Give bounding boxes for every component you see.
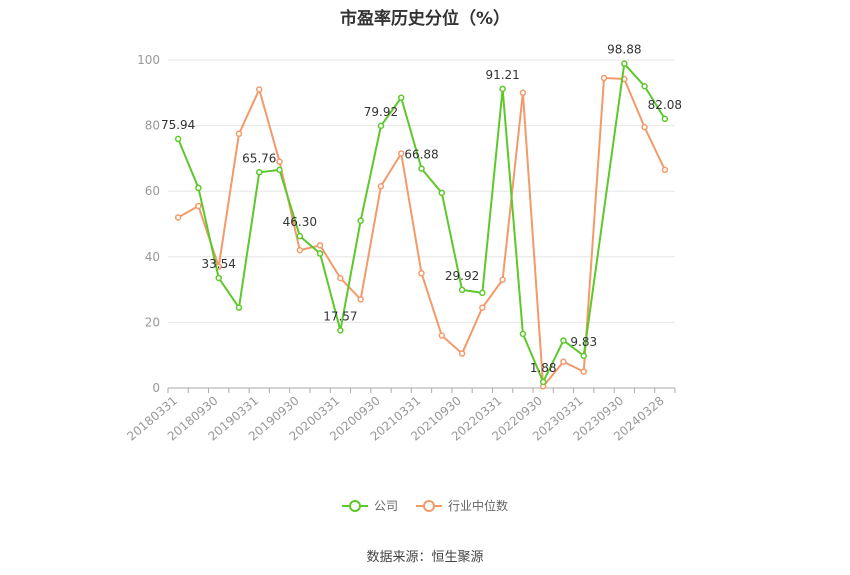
data-label: 1.88 bbox=[530, 361, 557, 375]
data-label: 66.88 bbox=[404, 148, 438, 162]
y-tick-label: 0 bbox=[152, 381, 160, 395]
data-point-company bbox=[235, 304, 243, 311]
data-point-company bbox=[397, 94, 405, 101]
data-label: 33.54 bbox=[202, 257, 236, 271]
data-point-company bbox=[357, 217, 364, 224]
data-point-industry bbox=[641, 123, 648, 131]
data-point-company bbox=[499, 85, 506, 93]
data-label: 75.94 bbox=[161, 118, 195, 132]
y-tick-label: 100 bbox=[137, 53, 160, 67]
data-point-company bbox=[256, 169, 263, 176]
data-point-industry bbox=[235, 130, 243, 138]
data-point-company bbox=[276, 166, 283, 174]
data-point-company bbox=[316, 250, 324, 257]
data-label: 46.30 bbox=[283, 215, 317, 229]
data-label: 79.92 bbox=[364, 105, 398, 119]
data-point-industry bbox=[458, 350, 466, 357]
legend-item-company[interactable]: 公司 bbox=[341, 497, 398, 514]
data-label: 82.08 bbox=[648, 98, 682, 112]
y-tick-label: 40 bbox=[145, 250, 160, 264]
data-point-industry bbox=[661, 166, 669, 174]
data-point-industry bbox=[499, 276, 506, 284]
data-point-company bbox=[215, 274, 222, 282]
data-point-company bbox=[438, 189, 446, 197]
data-point-industry bbox=[519, 89, 527, 97]
data-point-industry bbox=[357, 296, 364, 303]
legend-label-company: 公司 bbox=[373, 499, 398, 513]
data-label: 98.88 bbox=[607, 43, 641, 57]
data-point-company bbox=[296, 232, 304, 240]
data-point-industry bbox=[256, 86, 263, 93]
legend-swatch-industry bbox=[416, 499, 442, 513]
data-point-industry bbox=[600, 74, 608, 82]
chart-title: 市盈率历史分位（%） bbox=[339, 9, 511, 29]
data-label: 29.92 bbox=[445, 269, 479, 283]
legend-swatch-company bbox=[341, 499, 368, 513]
legend-item-industry[interactable]: 行业中位数 bbox=[416, 497, 508, 514]
data-point-company bbox=[560, 337, 567, 344]
y-tick-label: 60 bbox=[145, 184, 160, 198]
data-point-company bbox=[519, 330, 527, 338]
data-point-company bbox=[174, 135, 182, 143]
data-source-note: 数据来源：恒生聚源 bbox=[366, 550, 484, 565]
data-point-industry bbox=[580, 368, 587, 375]
y-tick-label: 80 bbox=[145, 119, 160, 133]
data-point-company bbox=[641, 82, 648, 90]
data-point-industry bbox=[479, 304, 486, 311]
data-point-company bbox=[580, 352, 587, 360]
chart-legend: 公司 行业中位数 bbox=[0, 497, 850, 514]
data-point-company bbox=[195, 184, 202, 192]
y-tick-label: 20 bbox=[145, 315, 160, 329]
data-point-company bbox=[661, 115, 669, 123]
data-label: 65.76 bbox=[242, 151, 276, 165]
data-point-industry bbox=[438, 332, 446, 339]
legend-label-industry: 行业中位数 bbox=[448, 499, 509, 513]
data-point-company bbox=[621, 60, 628, 67]
data-point-industry bbox=[195, 202, 202, 210]
data-point-company bbox=[418, 165, 425, 172]
data-point-industry bbox=[418, 269, 425, 277]
data-point-industry bbox=[337, 274, 344, 282]
data-label: 91.21 bbox=[485, 68, 519, 82]
data-point-industry bbox=[276, 158, 283, 165]
series-line-company bbox=[177, 62, 666, 383]
data-point-company bbox=[539, 378, 547, 386]
data-point-company bbox=[337, 327, 344, 334]
data-point-company bbox=[479, 289, 486, 297]
data-label: 17.57 bbox=[323, 309, 357, 323]
data-point-company bbox=[458, 286, 466, 294]
data-label: 9.83 bbox=[570, 335, 597, 349]
data-point-industry bbox=[377, 183, 385, 190]
data-point-industry bbox=[397, 150, 405, 157]
data-point-company bbox=[377, 122, 385, 130]
data-point-industry bbox=[296, 246, 304, 254]
data-point-industry bbox=[316, 242, 324, 249]
data-point-industry bbox=[560, 358, 567, 366]
data-point-industry bbox=[174, 214, 182, 221]
